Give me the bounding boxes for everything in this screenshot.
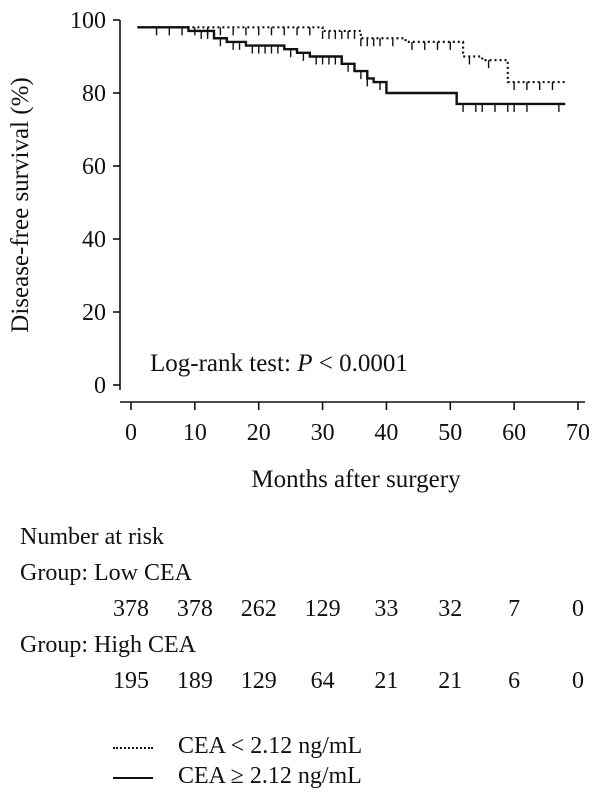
legend-dotted-line xyxy=(113,747,153,749)
risk-count: 21 xyxy=(374,668,399,694)
x-tick-label: 10 xyxy=(183,420,207,446)
risk-count: 6 xyxy=(508,668,521,694)
y-tick-label: 80 xyxy=(82,81,106,107)
risk-count: 33 xyxy=(374,596,399,622)
y-tick-label: 60 xyxy=(82,154,106,180)
logrank-annotation: Log-rank test: P < 0.0001 xyxy=(150,350,408,377)
risk-count: 32 xyxy=(438,596,463,622)
risk-count: 0 xyxy=(572,668,584,694)
series-low-cea xyxy=(137,26,566,91)
risk-count: 262 xyxy=(240,596,277,622)
y-axis-title: Disease-free survival (%) xyxy=(7,77,34,332)
risk-count: 378 xyxy=(176,596,213,622)
risk-count: 189 xyxy=(176,668,213,694)
risk-group-high-label: Group: High CEA xyxy=(20,632,196,658)
risk-count: 64 xyxy=(310,668,335,694)
x-axis-title: Months after surgery xyxy=(251,466,461,493)
risk-count: 7 xyxy=(508,596,521,622)
x-tick-label: 20 xyxy=(247,420,271,446)
logrank-p-symbol: P xyxy=(296,350,312,377)
risk-group-low-label: Group: Low CEA xyxy=(20,560,192,586)
risk-count: 129 xyxy=(240,668,277,694)
x-tick-label: 60 xyxy=(502,420,526,446)
risk-count: 129 xyxy=(304,596,341,622)
y-tick-label: 0 xyxy=(94,373,106,399)
risk-count: 378 xyxy=(113,596,149,622)
x-tick-label: 30 xyxy=(311,420,335,446)
legend-label: CEA ≥ 2.12 ng/mL xyxy=(178,763,362,789)
risk-count: 195 xyxy=(113,668,149,694)
x-tick-label: 0 xyxy=(125,420,137,446)
legend-label: CEA < 2.12 ng/mL xyxy=(178,733,363,759)
y-tick-label: 40 xyxy=(82,227,106,253)
risk-heading: Number at risk xyxy=(20,524,164,550)
x-tick-label: 70 xyxy=(566,420,590,446)
legend-solid-line xyxy=(113,777,153,779)
risk-count: 21 xyxy=(438,668,463,694)
logrank-prefix: Log-rank test: xyxy=(150,350,297,377)
y-tick-label: 100 xyxy=(70,8,106,34)
logrank-value: < 0.0001 xyxy=(312,350,407,377)
series-high-cea xyxy=(137,26,566,112)
x-tick-label: 50 xyxy=(438,420,462,446)
y-tick-label: 20 xyxy=(82,300,106,326)
risk-count: 0 xyxy=(572,596,584,622)
x-tick-label: 40 xyxy=(374,420,398,446)
